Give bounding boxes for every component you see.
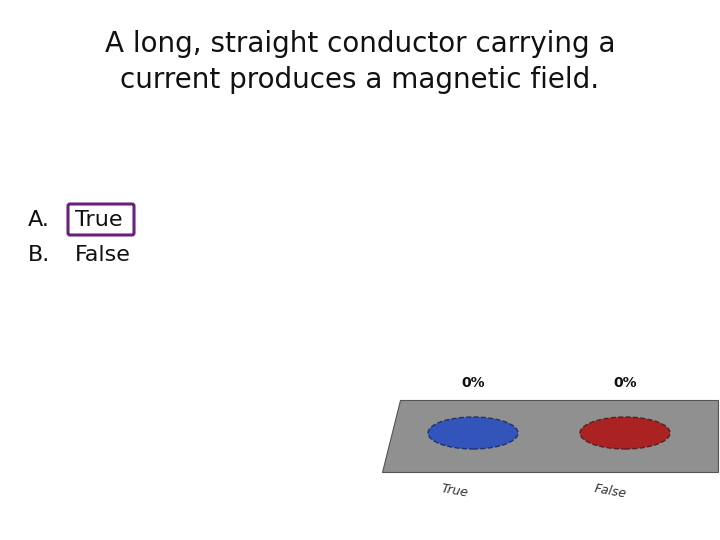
Text: A.: A. xyxy=(28,210,50,230)
Polygon shape xyxy=(382,400,718,472)
Text: 0%: 0% xyxy=(462,376,485,390)
Text: True: True xyxy=(75,210,122,230)
Text: True: True xyxy=(441,482,469,500)
Text: False: False xyxy=(593,482,627,501)
Ellipse shape xyxy=(428,417,518,449)
Text: B.: B. xyxy=(28,245,50,265)
Text: 0%: 0% xyxy=(613,376,636,390)
Text: False: False xyxy=(75,245,131,265)
Text: A long, straight conductor carrying a
current produces a magnetic field.: A long, straight conductor carrying a cu… xyxy=(104,30,616,94)
Ellipse shape xyxy=(580,417,670,449)
